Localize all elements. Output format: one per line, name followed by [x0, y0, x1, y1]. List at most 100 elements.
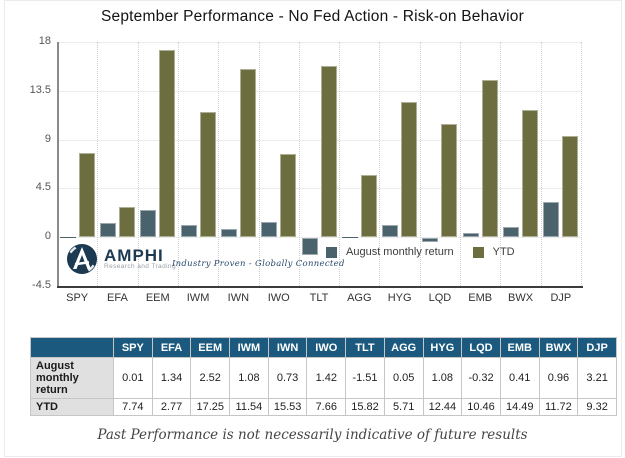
bar-august-IWM — [180, 225, 197, 238]
table-row-label: August monthly return — [30, 357, 114, 399]
table-header-EMB: EMB — [499, 337, 540, 358]
table-cell: 1.08 — [229, 357, 269, 399]
legend-swatch-ytd — [472, 246, 484, 258]
table-header-BWX: BWX — [538, 337, 579, 358]
gridline-x — [177, 42, 179, 286]
chart-legend: August monthly return YTD — [326, 246, 525, 258]
gridline-y — [57, 139, 581, 141]
y-axis-tick-label: 0 — [44, 230, 51, 243]
logo-tagline: Industry Proven - Globally Connected — [172, 259, 345, 269]
table-cell: 17.25 — [190, 398, 231, 416]
table-cell: 12.44 — [422, 398, 463, 416]
table-cell: 0.05 — [383, 357, 424, 399]
table-cell: 1.34 — [151, 357, 192, 399]
table-cell: 3.21 — [577, 357, 617, 399]
table-cell: 11.54 — [229, 398, 269, 416]
x-axis-label-AGG: AGG — [347, 292, 372, 304]
bar-ytd-SPY — [78, 153, 95, 238]
x-axis-label-IWO: IWO — [267, 292, 290, 304]
x-axis-label-DJP: DJP — [550, 292, 572, 304]
gridline-x — [500, 42, 502, 286]
table-header-blank — [30, 337, 114, 358]
x-axis-line — [57, 286, 583, 288]
table-cell: 2.77 — [151, 398, 192, 416]
table-cell: 10.46 — [461, 398, 501, 416]
bar-august-IWO — [261, 221, 278, 238]
table-cell: 5.71 — [383, 398, 424, 416]
bar-august-EEM — [140, 209, 157, 238]
bar-august-TLT — [301, 238, 318, 255]
bar-august-EFA — [99, 222, 116, 238]
x-axis-label-IWN: IWN — [227, 292, 250, 304]
bar-chart: 18 13.5 9 4.5 0 -4.5 SPY EFA EEM IWM IWN IWO TLT AGG H… — [29, 35, 583, 304]
gridline-x — [298, 42, 300, 286]
table-row-label: YTD — [30, 398, 114, 416]
bar-ytd-BWX — [522, 110, 539, 238]
bar-august-AGG — [341, 236, 358, 238]
gridline-x — [419, 42, 421, 286]
bar-ytd-AGG — [360, 175, 377, 238]
table-cell: -0.32 — [461, 357, 501, 399]
gridline-y — [57, 42, 581, 43]
gridline-x — [540, 42, 542, 286]
chart-title: September Performance - No Fed Action - … — [101, 8, 524, 25]
legend-swatch-august — [326, 246, 337, 258]
legend-label-august: August monthly return — [346, 246, 454, 258]
gridline-y — [57, 188, 581, 190]
gridline-x — [218, 42, 220, 286]
bar-ytd-IWO — [280, 154, 297, 238]
table-cell: 1.08 — [422, 357, 463, 399]
table-header-DJP: DJP — [577, 337, 617, 358]
gridline-x — [460, 42, 462, 286]
table-header-AGG: AGG — [383, 337, 424, 358]
gridline-x — [137, 42, 139, 286]
x-axis-label-HYG: HYG — [387, 292, 412, 304]
bar-august-BWX — [503, 226, 520, 238]
x-axis-label-IWM: IWM — [186, 292, 210, 304]
gridline-x — [97, 42, 99, 286]
table-header-EEM: EEM — [190, 337, 231, 358]
bar-ytd-HYG — [401, 102, 418, 238]
table-cell: 15.82 — [345, 398, 385, 416]
bar-august-DJP — [543, 202, 560, 238]
gridline-x — [581, 42, 582, 286]
x-axis-label-TLT: TLT — [309, 292, 329, 304]
table-cell: 2.52 — [190, 357, 231, 399]
x-axis-label-SPY: SPY — [66, 292, 89, 304]
y-axis-tick-label: 9 — [44, 132, 51, 145]
table-header-IWM: IWM — [229, 337, 269, 358]
table-row: August monthly return 0.01 1.34 2.52 1.08 0.7… — [30, 357, 617, 399]
y-axis-tick-label: 13.5 — [29, 83, 51, 96]
table-header-LQD: LQD — [461, 337, 501, 358]
y-axis-line — [57, 42, 59, 286]
y-axis-tick-label: 18 — [38, 35, 51, 47]
x-axis-label-LQD: LQD — [428, 292, 452, 304]
table-header-IWO: IWO — [306, 337, 347, 358]
x-axis-label-BWX: BWX — [508, 292, 534, 304]
y-axis-tick-label: -4.5 — [32, 279, 51, 291]
gridline-x — [258, 42, 260, 286]
table-cell: 9.32 — [577, 398, 617, 416]
table-row: YTD 7.74 2.77 17.25 11.54 15.53 7.66 15.82 5.71 1… — [30, 398, 617, 416]
legend-label-ytd: YTD — [492, 246, 515, 258]
y-axis-tick-label: 4.5 — [35, 181, 51, 194]
table-cell: 14.49 — [499, 398, 540, 416]
bar-august-SPY — [59, 237, 76, 238]
logo-subtitle: Research and Trading — [104, 263, 176, 270]
table-cell: 1.42 — [306, 357, 347, 399]
bar-ytd-EEM — [159, 50, 176, 238]
table-cell: 7.74 — [113, 398, 153, 416]
bar-august-EMB — [462, 232, 479, 238]
table-cell: 0.01 — [113, 357, 153, 399]
bar-august-LQD — [422, 238, 439, 242]
table-cell: -1.51 — [345, 357, 385, 399]
table-cell: 0.73 — [267, 357, 308, 399]
table-header-SPY: SPY — [113, 337, 153, 358]
disclaimer-caption: Past Performance is not necessarily indi… — [97, 427, 528, 443]
table-header-IWN: IWN — [267, 337, 308, 358]
table-cell: 0.41 — [499, 357, 540, 399]
bar-ytd-IWM — [199, 112, 216, 238]
bar-ytd-EMB — [481, 80, 498, 238]
gridline-x — [339, 42, 341, 286]
bar-ytd-DJP — [562, 136, 579, 238]
